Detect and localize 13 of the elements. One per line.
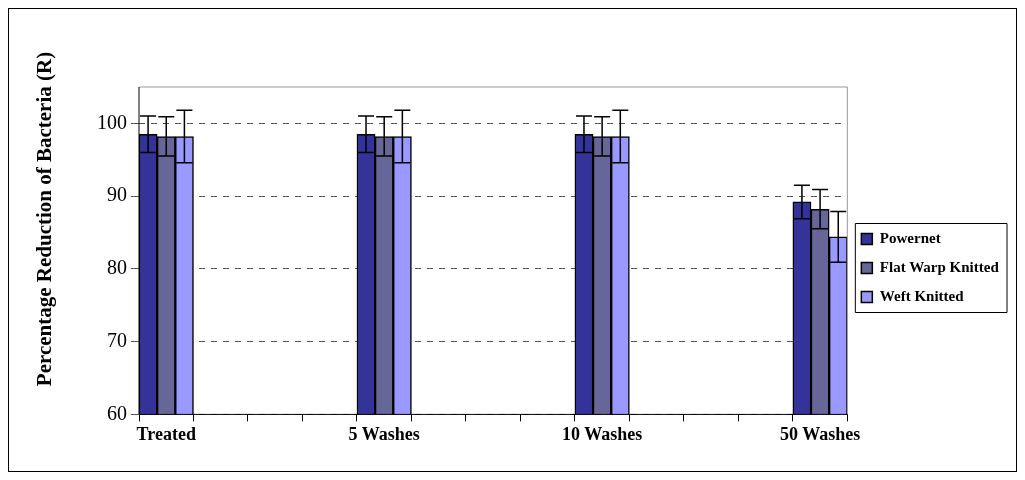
y-tick-label: 90 [107, 183, 127, 206]
x-tick-label: 50 Washes [779, 423, 861, 444]
y-tick-label: 80 [107, 256, 127, 279]
legend-label: Weft Knitted [879, 287, 965, 304]
y-tick-label: 100 [97, 110, 127, 133]
x-tick-label: 5 Washes [348, 423, 420, 444]
x-tick-label: 10 Washes [562, 423, 643, 444]
y-tick-label: 60 [107, 401, 127, 424]
y-tick-label: 70 [107, 328, 127, 351]
legend-label: Powernet [879, 229, 941, 246]
y-axis-title: Percentage Reduction of Bacteria (R) [31, 50, 57, 389]
x-tick-label: Treated [136, 423, 196, 444]
legend-label: Flat Warp Knitted [879, 258, 1000, 275]
